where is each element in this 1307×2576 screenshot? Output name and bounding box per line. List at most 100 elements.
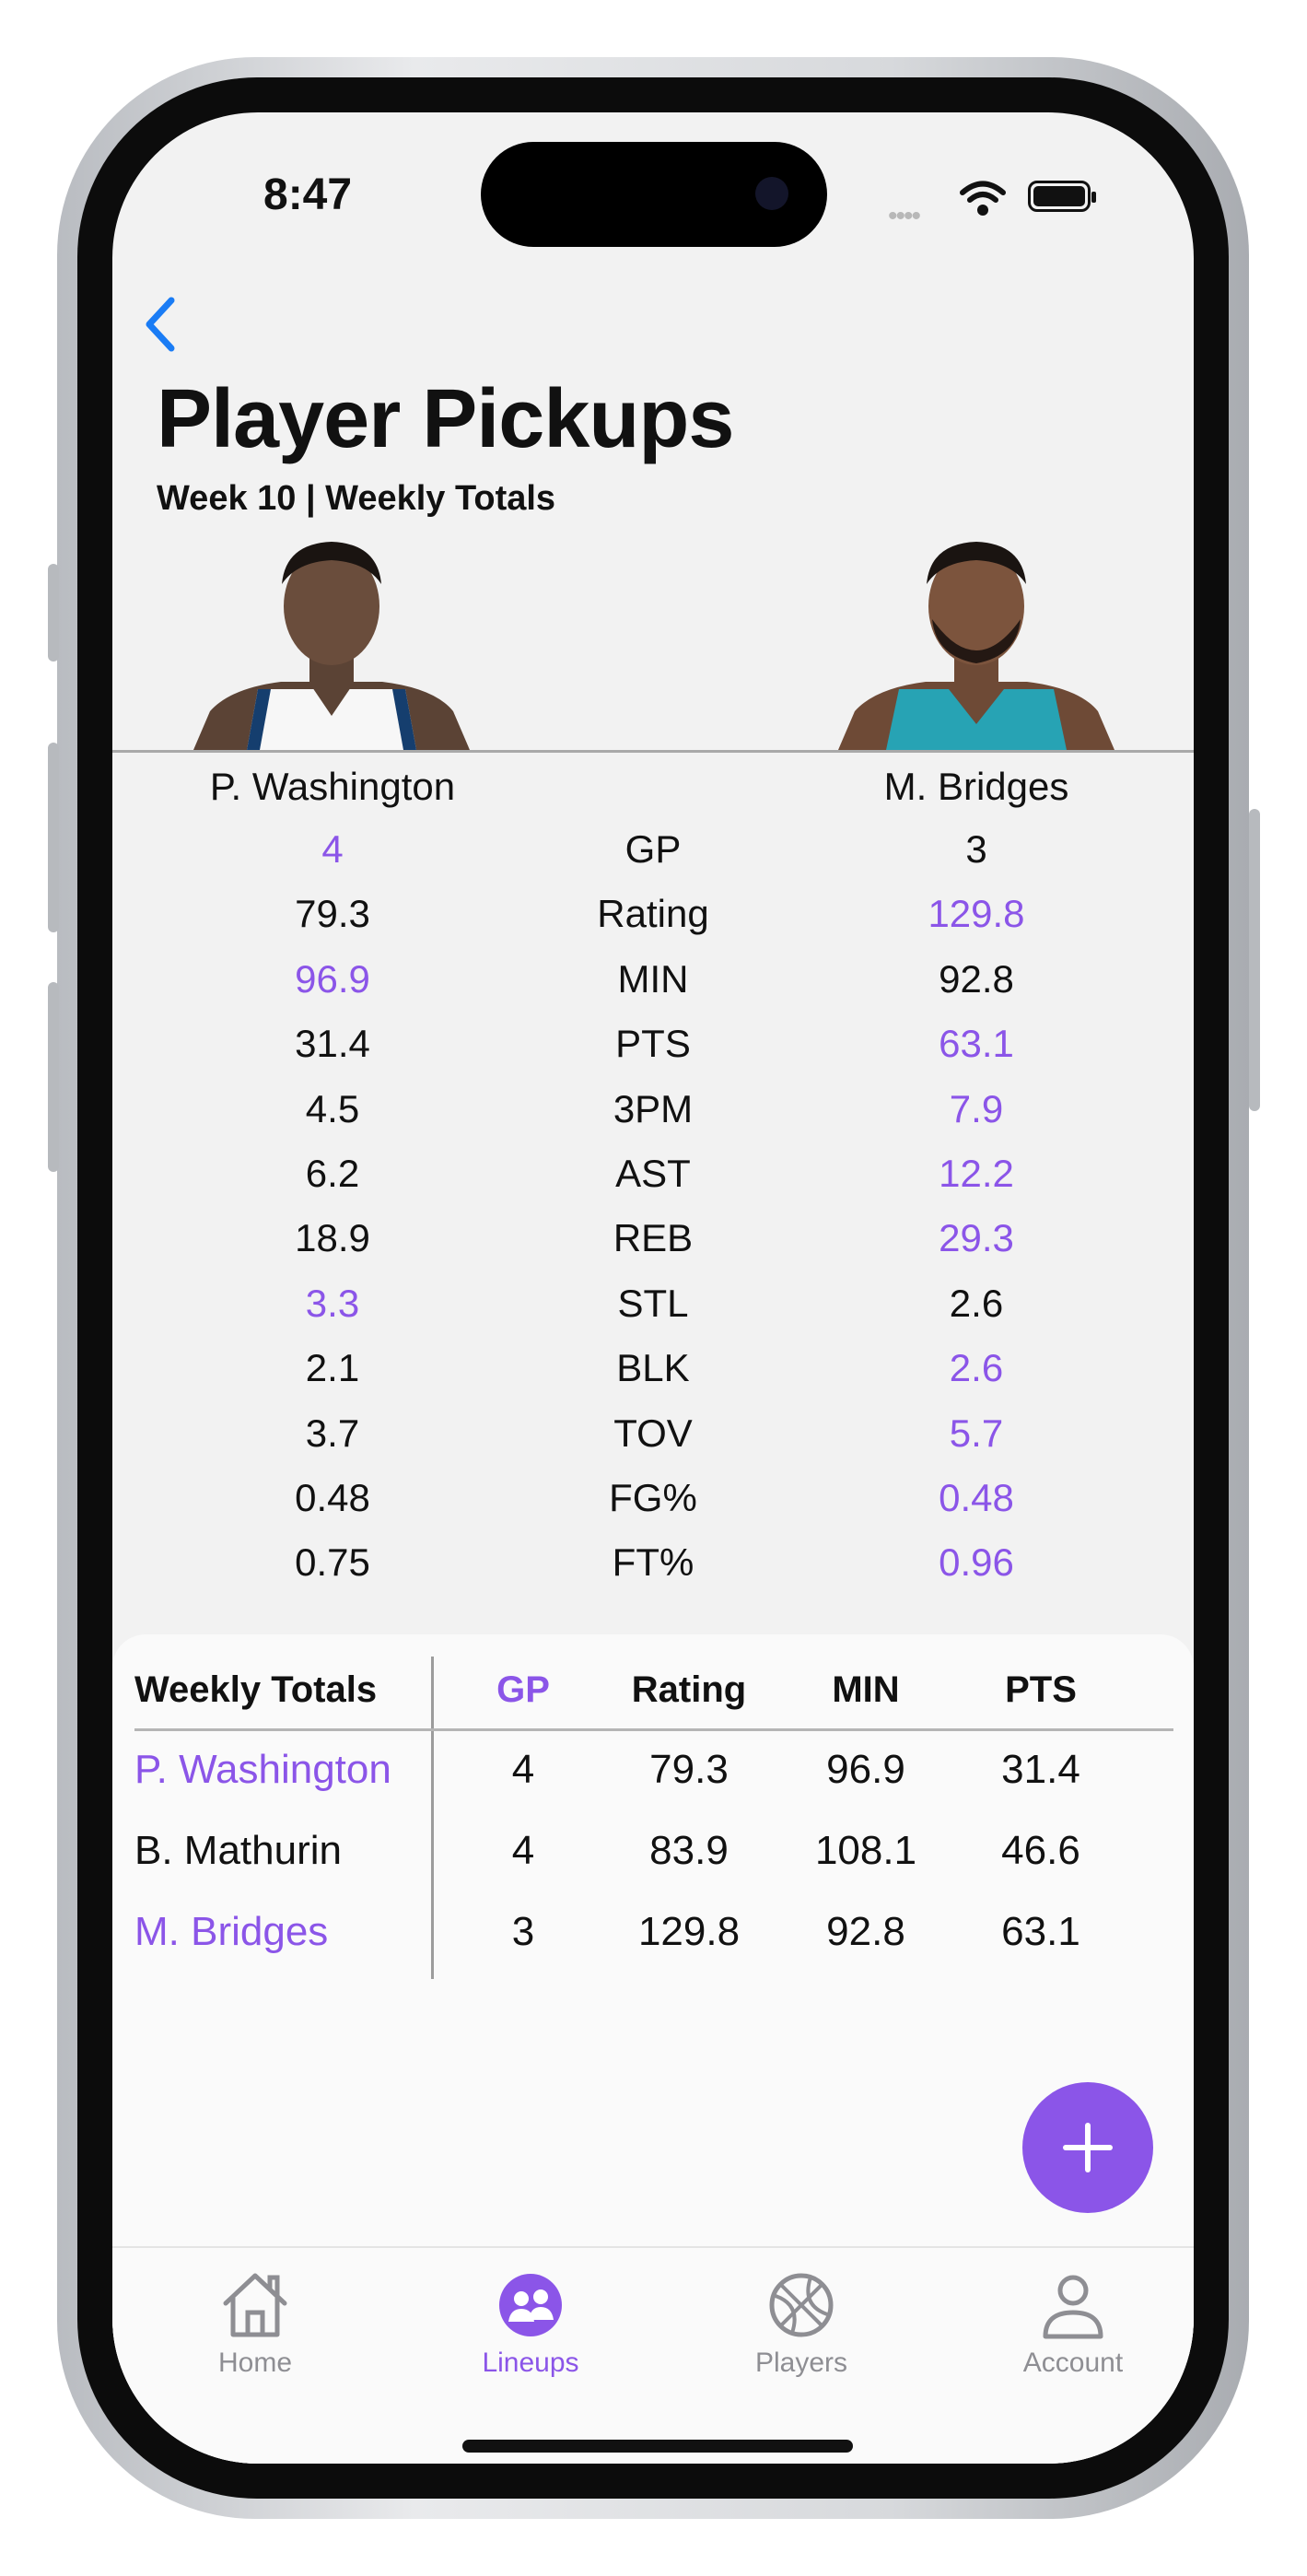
stat-value-left: 3.7: [305, 1411, 360, 1455]
tab-bar: Home Lineups Players: [112, 2246, 1194, 2464]
table-cell: 108.1: [814, 1828, 917, 1873]
stat-row: 6.2 AST 12.2: [112, 1152, 1194, 1216]
stat-value-left: 31.4: [295, 1022, 370, 1066]
stat-row: 0.48 FG% 0.48: [112, 1476, 1194, 1540]
table-cell: 4: [511, 1828, 535, 1873]
table-cell: 129.8: [637, 1909, 741, 1954]
power-button: [1249, 809, 1260, 1111]
stat-value-left: 0.48: [295, 1476, 370, 1519]
stat-value-right: 0.48: [939, 1476, 1014, 1519]
add-player-button[interactable]: [1022, 2082, 1153, 2213]
stat-value-left: 18.9: [295, 1216, 370, 1260]
tab-players[interactable]: Players: [700, 2268, 903, 2397]
stat-row: 31.4 PTS 63.1: [112, 1022, 1194, 1086]
stat-value-right: 92.8: [939, 956, 1014, 1001]
stat-value-left: 4.5: [305, 1086, 360, 1130]
player-photo-right: [838, 542, 1114, 750]
back-chevron-icon[interactable]: [138, 295, 182, 354]
person-icon: [1043, 2275, 1103, 2339]
table-cell: 46.6: [1001, 1828, 1080, 1873]
dynamic-island: [481, 142, 827, 247]
table-row-player-name[interactable]: P. Washington: [134, 1747, 391, 1792]
stat-row: 0.75 FT% 0.96: [112, 1540, 1194, 1605]
stat-value-left: 0.75: [295, 1540, 370, 1585]
volume-up-button: [48, 743, 59, 932]
totals-table-title: Weekly Totals: [134, 1669, 378, 1710]
table-cell: 31.4: [1001, 1747, 1080, 1792]
table-cell: 92.8: [826, 1909, 905, 1954]
wifi-icon: [960, 181, 1006, 216]
app-screen: 8:47 •••• Player Pickups Week 10 | Weekl…: [112, 112, 1194, 2464]
column-header-pts[interactable]: PTS: [1005, 1669, 1077, 1710]
house-icon: [223, 2273, 287, 2337]
player-photo-left: [193, 542, 470, 750]
people-icon: [499, 2274, 562, 2336]
stat-value-right: 3: [965, 827, 987, 871]
tab-label: Lineups: [482, 2348, 579, 2378]
status-time: 8:47: [263, 170, 353, 219]
action-button: [48, 564, 59, 662]
stat-label: STL: [617, 1281, 689, 1325]
tab-label: Account: [1022, 2348, 1124, 2378]
stat-value-left: 3.3: [305, 1281, 360, 1325]
stat-label: AST: [615, 1152, 691, 1195]
stat-label: FT%: [612, 1540, 694, 1585]
stat-row: 3.7 TOV 5.7: [112, 1411, 1194, 1476]
volume-down-button: [48, 982, 59, 1172]
battery-icon: [1028, 181, 1096, 212]
column-header-min[interactable]: MIN: [832, 1669, 900, 1710]
player-name-left: P. Washington: [209, 765, 456, 808]
home-indicator: [462, 2440, 853, 2453]
stat-value-left: 96.9: [295, 956, 370, 1001]
table-cell: 3: [511, 1909, 535, 1954]
table-cell: 63.1: [1001, 1909, 1080, 1954]
stat-row: 3.3 STL 2.6: [112, 1282, 1194, 1346]
basketball-icon: [769, 2273, 834, 2337]
stat-row: 4.5 3PM 7.9: [112, 1087, 1194, 1152]
tab-home[interactable]: Home: [154, 2268, 356, 2397]
table-cell: 96.9: [826, 1747, 905, 1792]
stat-label: 3PM: [613, 1086, 694, 1130]
stat-value-right: 63.1: [939, 1022, 1014, 1066]
table-header-divider: [134, 1728, 1173, 1731]
tab-label: Home: [217, 2348, 293, 2378]
stat-row: 18.9 REB 29.3: [112, 1216, 1194, 1281]
page-title: Player Pickups: [157, 373, 734, 465]
photo-divider: [112, 750, 1194, 753]
stat-value-left: 6.2: [305, 1152, 360, 1195]
table-column-divider: [431, 1657, 434, 1979]
column-header-gp[interactable]: GP: [496, 1669, 550, 1710]
table-cell: 83.9: [649, 1828, 729, 1873]
stat-label: TOV: [613, 1411, 693, 1455]
tab-label: Players: [754, 2348, 848, 2378]
stat-value-right: 2.6: [949, 1346, 1004, 1390]
table-row-player-name[interactable]: M. Bridges: [134, 1909, 329, 1954]
table-cell: 79.3: [649, 1747, 729, 1792]
stat-value-right: 29.3: [939, 1216, 1014, 1260]
cellular-signal-icon: ••••: [888, 201, 921, 231]
stat-label: BLK: [616, 1346, 690, 1390]
stat-label: Rating: [597, 892, 709, 936]
stat-row: 96.9 MIN 92.8: [112, 957, 1194, 1022]
stat-label: REB: [613, 1216, 694, 1260]
stat-row: 4 GP 3: [112, 827, 1194, 892]
stat-value-left: 4: [321, 827, 344, 871]
player-name-right: M. Bridges: [883, 765, 1069, 808]
camera-icon: [755, 177, 788, 210]
stat-value-left: 79.3: [295, 892, 370, 936]
table-cell: 4: [511, 1747, 535, 1792]
tab-lineups[interactable]: Lineups: [429, 2268, 632, 2397]
stat-label: MIN: [617, 956, 689, 1001]
stat-label: FG%: [609, 1476, 697, 1519]
column-header-rating[interactable]: Rating: [631, 1669, 747, 1710]
tab-account[interactable]: Account: [972, 2268, 1174, 2397]
stat-value-right: 0.96: [939, 1540, 1014, 1585]
stat-row: 79.3 Rating 129.8: [112, 892, 1194, 956]
stat-value-right: 5.7: [949, 1411, 1004, 1455]
stat-value-right: 7.9: [949, 1086, 1004, 1130]
table-row-player-name[interactable]: B. Mathurin: [134, 1828, 342, 1873]
stat-label: PTS: [615, 1022, 691, 1066]
stat-value-right: 2.6: [949, 1281, 1004, 1325]
stat-value-left: 2.1: [305, 1346, 360, 1390]
stat-value-right: 12.2: [939, 1152, 1014, 1195]
